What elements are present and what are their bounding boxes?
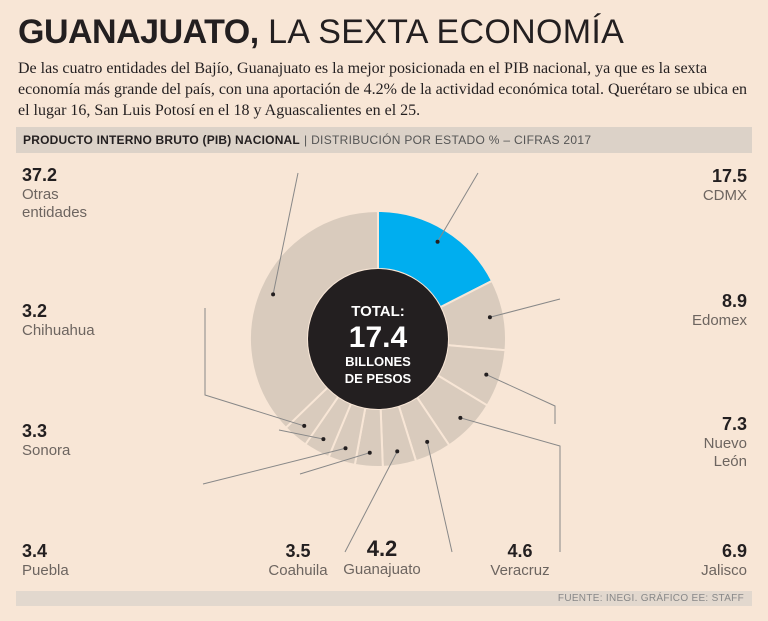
- category-label: entidades: [22, 204, 87, 221]
- title-bold: GUANAJUATO,: [18, 13, 259, 51]
- source-text: FUENTE: INEGI. GRÁFICO EE: STAFF: [557, 593, 744, 604]
- value-label: 3.4: [22, 541, 47, 561]
- value-label: 8.9: [722, 291, 747, 311]
- leader-dot: [367, 450, 372, 455]
- leader-dot: [395, 449, 400, 454]
- value-label: 4.6: [507, 541, 532, 561]
- leader-dot: [302, 423, 307, 428]
- value-label: 37.2: [22, 165, 57, 185]
- leader-dot: [458, 415, 463, 420]
- category-label: Jalisco: [701, 562, 747, 579]
- leader-line: [204, 308, 305, 427]
- source-footer: FUENTE: INEGI. GRÁFICO EE: STAFF: [16, 591, 752, 606]
- leader-line: [426, 441, 453, 553]
- value-label: 17.5: [712, 166, 747, 186]
- chart-subtitle-bar: PRODUCTO INTERNO BRUTO (PIB) NACIONAL | DI…: [16, 127, 752, 153]
- leader-dot: [321, 437, 326, 442]
- leader-dot: [343, 446, 348, 451]
- title-rest: LA SEXTA ECONOMÍA: [268, 13, 625, 51]
- value-label: 3.3: [22, 421, 47, 441]
- leader-line: [437, 172, 479, 243]
- value-label: 7.3: [722, 414, 747, 434]
- value-label: 3.2: [22, 301, 47, 321]
- leader-dot: [484, 372, 489, 377]
- category-label: Veracruz: [490, 562, 549, 579]
- chart-subtitle-rest: DISTRIBUCIÓN POR ESTADO % – CIFRAS 2017: [311, 133, 592, 147]
- category-label: Sonora: [22, 442, 71, 459]
- page-title: GUANAJUATO, LA SEXTA ECONOMÍA: [18, 12, 624, 52]
- center-unit-line1: BILLONES: [345, 354, 411, 369]
- leader-line: [278, 429, 324, 440]
- chart-subtitle-separator: |: [303, 133, 308, 147]
- donut-slices: [249, 209, 507, 468]
- category-label: CDMX: [703, 187, 747, 204]
- leader-line: [202, 447, 346, 485]
- leader-line: [489, 298, 561, 318]
- leader-dot: [271, 292, 276, 297]
- leader-line: [460, 417, 561, 552]
- center-total-label: TOTAL:: [351, 303, 405, 320]
- leader-line: [486, 374, 556, 424]
- category-label: Coahuila: [268, 562, 328, 579]
- value-label: 4.2: [367, 536, 398, 561]
- leader-line: [344, 451, 398, 553]
- leader-dot: [425, 439, 430, 444]
- category-label: Otras: [22, 186, 59, 203]
- donut-center: TOTAL: 17.4 BILLONES DE PESOS: [308, 269, 448, 409]
- value-label: 3.5: [285, 541, 310, 561]
- leader-line: [272, 172, 299, 295]
- leader-dot: [487, 315, 492, 320]
- leader-line: [299, 452, 370, 475]
- leader-lines: [202, 172, 561, 553]
- category-label: Guanajuato: [343, 561, 421, 578]
- category-label: Puebla: [22, 562, 69, 579]
- center-unit-line2: DE PESOS: [345, 371, 412, 386]
- leader-dot: [435, 239, 440, 244]
- category-label: León: [714, 453, 747, 470]
- chart-subtitle-bold: PRODUCTO INTERNO BRUTO (PIB) NACIONAL: [23, 133, 300, 147]
- center-total-value: 17.4: [349, 321, 408, 354]
- intro-text: De las cuatro entidades del Bajío, Guana…: [18, 60, 748, 119]
- category-label: Chihuahua: [22, 322, 95, 339]
- donut-center-circle: [308, 269, 448, 409]
- value-label: 6.9: [722, 541, 747, 561]
- category-label: Nuevo: [704, 435, 747, 452]
- category-label: Edomex: [692, 312, 748, 329]
